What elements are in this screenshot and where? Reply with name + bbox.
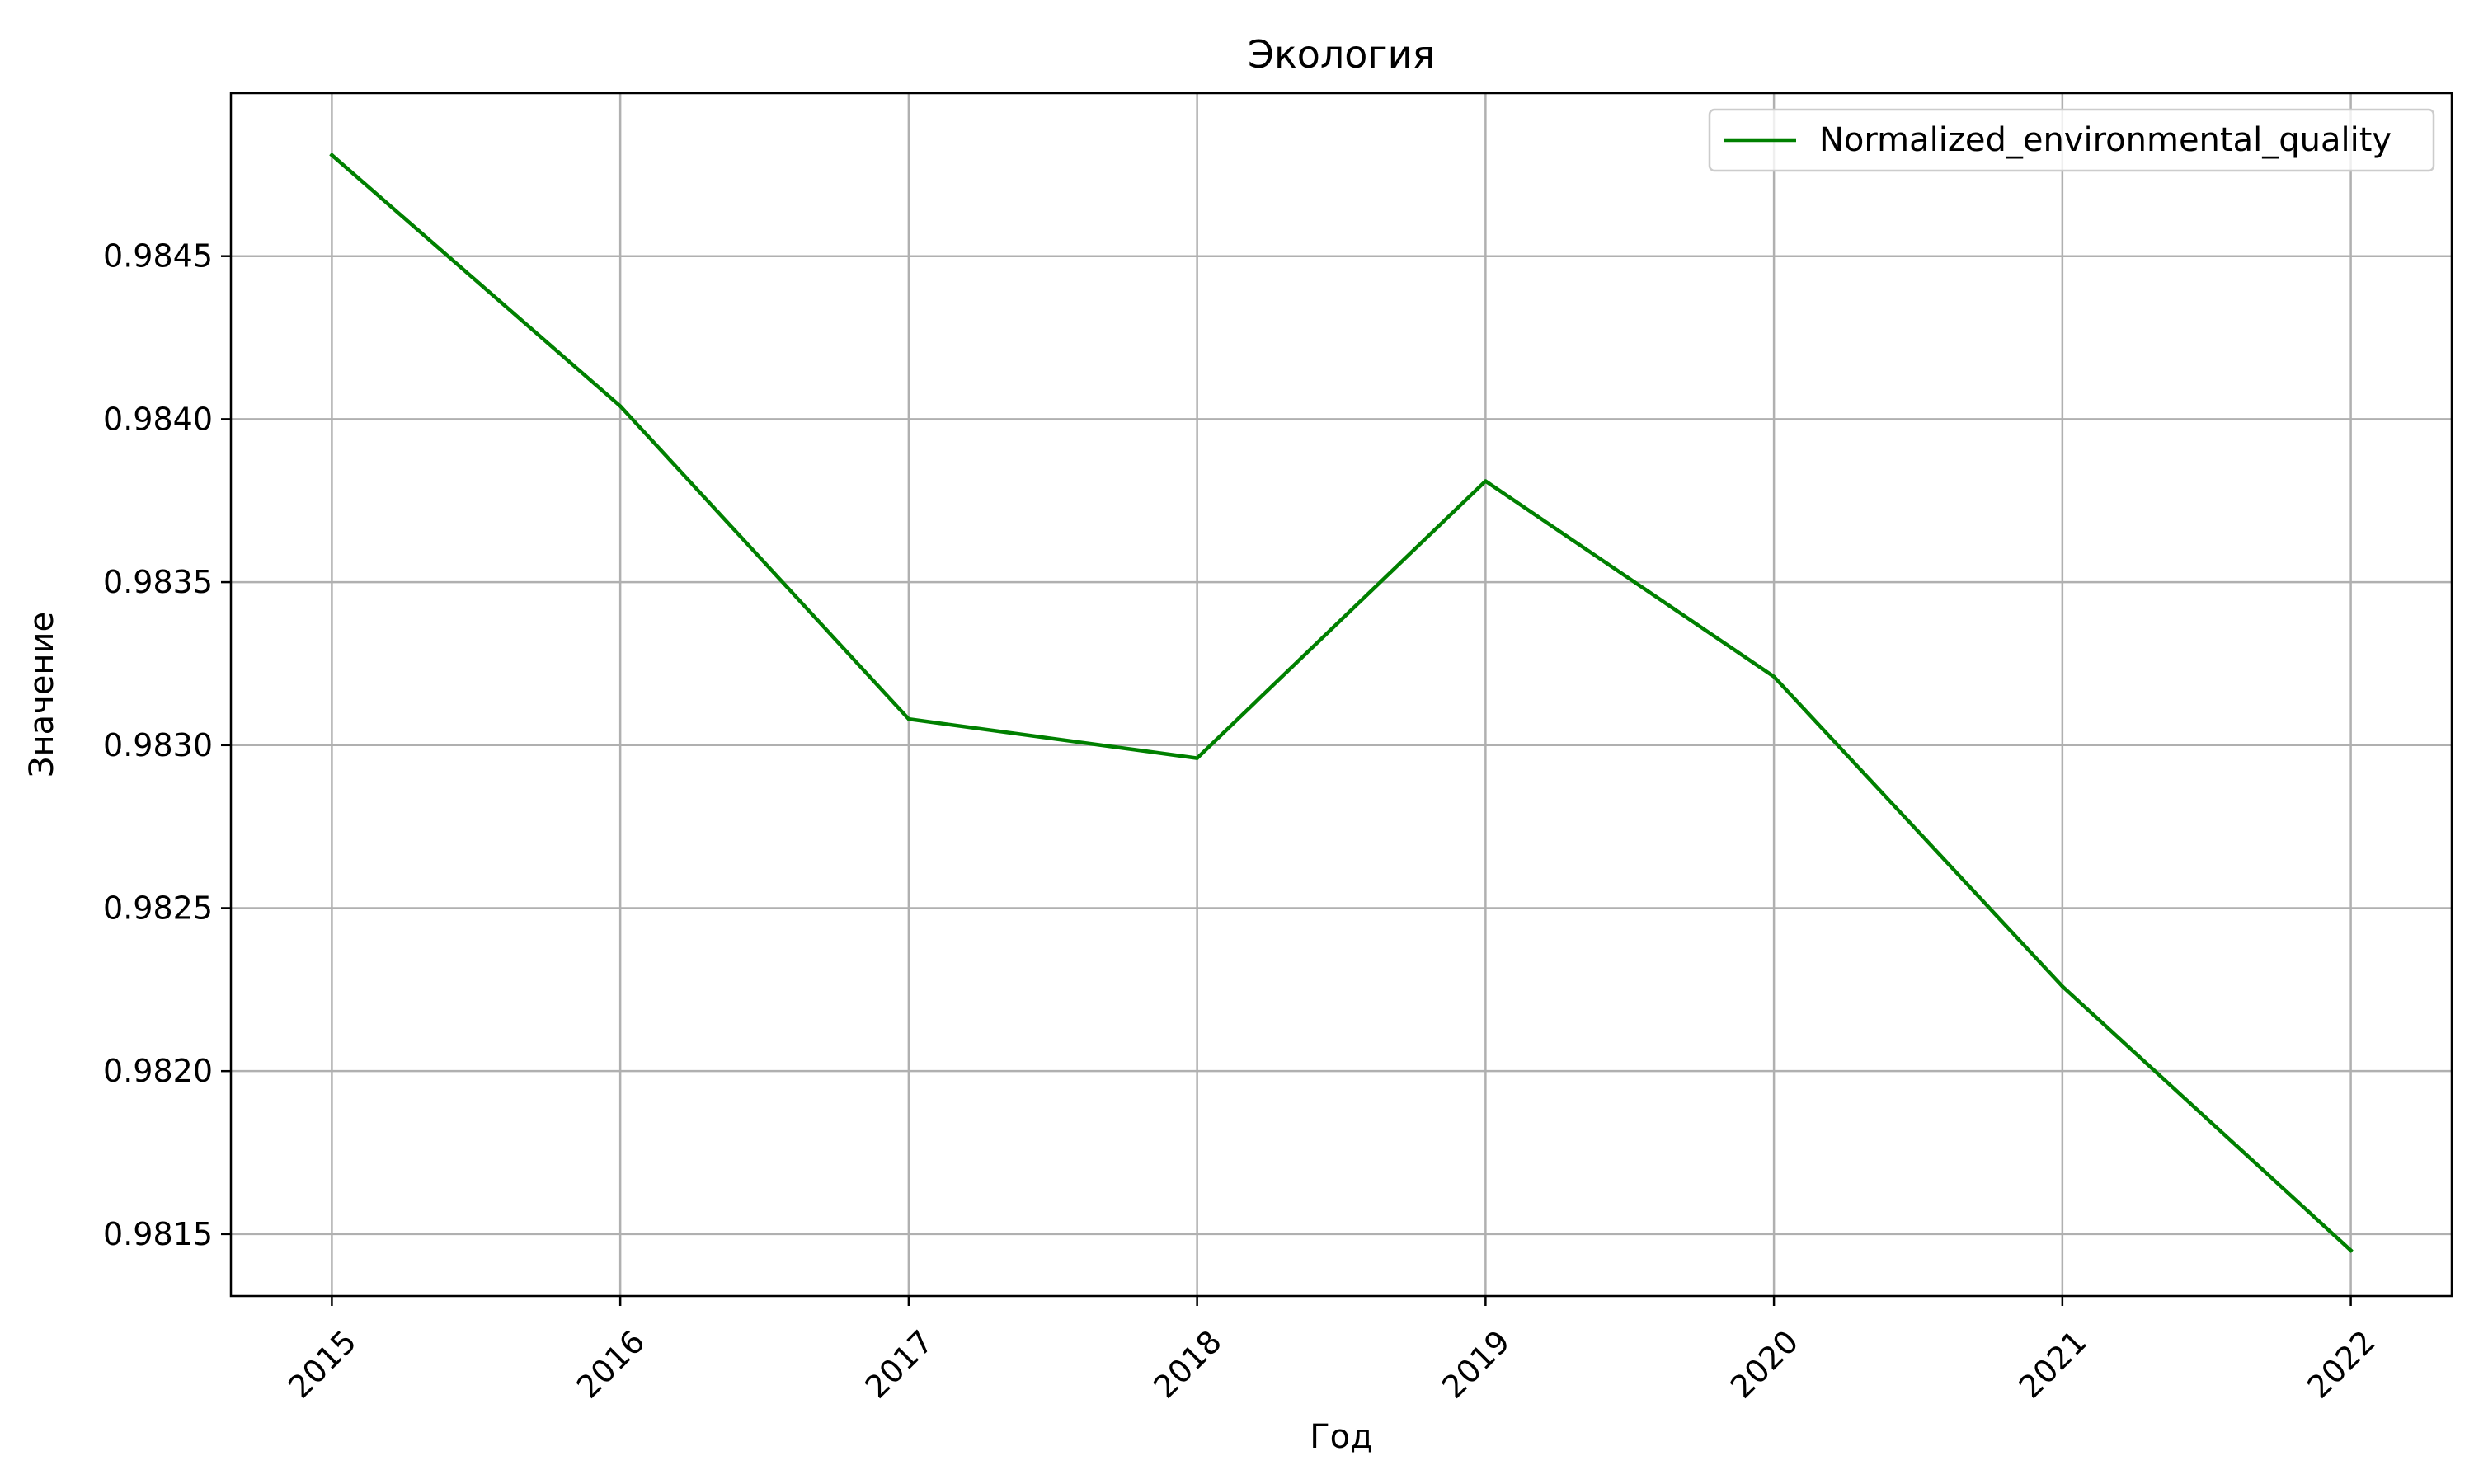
y-tick-label: 0.9835 <box>103 564 213 600</box>
legend-label: Normalized_environmental_quality <box>1819 121 2392 159</box>
y-tick-label: 0.9820 <box>103 1053 213 1089</box>
plot-frame <box>229 92 2453 1298</box>
data-point <box>618 404 623 408</box>
data-point <box>1771 674 1776 679</box>
legend: Normalized_environmental_quality <box>1708 108 2435 172</box>
x-axis-title: Год <box>1310 1418 1373 1456</box>
grid <box>231 93 2452 1296</box>
y-tick-label: 0.9815 <box>103 1216 213 1252</box>
y-tick-label: 0.9845 <box>103 238 213 275</box>
data-point <box>1195 756 1199 760</box>
data-point <box>1484 479 1488 483</box>
y-tick-label: 0.9840 <box>103 401 213 437</box>
series-line <box>329 152 2354 1253</box>
data-point <box>906 716 911 721</box>
data-point <box>2060 984 2065 989</box>
data-point <box>2349 1248 2353 1252</box>
legend-box <box>1708 108 2435 172</box>
data-point <box>330 153 334 157</box>
y-tick-label: 0.9830 <box>103 727 213 763</box>
chart-title: Экология <box>1248 32 1435 77</box>
y-axis-title: Значение <box>23 612 61 777</box>
series-layer <box>329 152 2354 1253</box>
y-tick-label: 0.9825 <box>103 890 213 926</box>
